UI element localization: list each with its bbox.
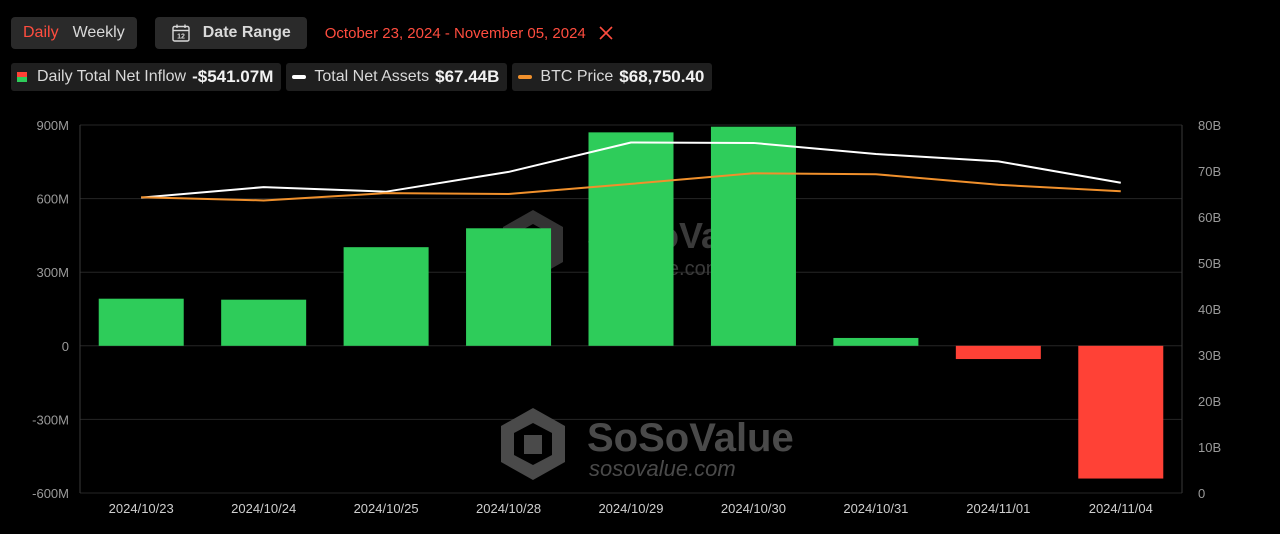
legend-btc-value: $68,750.40: [619, 67, 705, 86]
watermark-brand-2: SoSoValue: [587, 416, 794, 460]
x-tick-label: 2024/10/31: [843, 501, 908, 516]
y-right-tick-label: 60B: [1198, 210, 1221, 225]
inflow-bar: [343, 247, 429, 346]
x-tick-label: 2024/10/30: [721, 501, 786, 516]
toolbar: Daily Weekly 12 Date Range October 23, 2…: [11, 17, 614, 49]
y-right-tick-label: 0: [1198, 486, 1205, 501]
period-toggle: Daily Weekly: [11, 17, 137, 49]
inflow-bar: [1078, 345, 1164, 479]
y-left-tick-label: 300M: [36, 265, 69, 280]
clear-range-button[interactable]: [598, 25, 614, 41]
y-left-tick-label: -600M: [32, 486, 69, 501]
y-axis-right: 80B 70B 60B 50B 40B 30B 20B 10B 0: [1198, 118, 1221, 501]
x-tick-label: 2024/10/23: [109, 501, 174, 516]
legend-item-inflow[interactable]: Daily Total Net Inflow -$541.07M: [11, 63, 282, 91]
x-tick-label: 2024/10/24: [231, 501, 296, 516]
legend-btc-label: BTC Price: [540, 68, 614, 85]
inflow-bar: [98, 298, 184, 346]
x-tick-label: 2024/10/25: [354, 501, 419, 516]
y-right-tick-label: 20B: [1198, 394, 1221, 409]
inflow-bar: [588, 132, 674, 346]
x-tick-label: 2024/11/04: [1089, 501, 1153, 516]
selected-range: October 23, 2024 - November 05, 2024: [324, 24, 586, 42]
y-left-tick-label: 600M: [36, 192, 69, 207]
watermark-bottom: SoSoValue sosovalue.com: [501, 408, 794, 481]
x-tick-label: 2024/10/29: [598, 501, 663, 516]
close-icon: [599, 26, 613, 40]
legend-assets-value: $67.44B: [435, 67, 500, 86]
y-axis-left: 900M 600M 300M 0 -300M -600M: [32, 118, 69, 501]
assets-swatch: [292, 75, 307, 79]
btc-price-line: [141, 172, 1121, 202]
legend-assets-label: Total Net Assets: [314, 68, 430, 85]
watermark-logo-icon-2: [501, 408, 565, 480]
y-right-tick-label: 10B: [1198, 440, 1221, 455]
inflow-bar: [221, 299, 307, 346]
date-range-label: Date Range: [202, 24, 291, 41]
inflow-bar: [466, 228, 552, 346]
lines: [141, 141, 1121, 202]
y-right-tick-label: 70B: [1198, 164, 1221, 179]
legend-inflow-value: -$541.07M: [192, 67, 274, 86]
date-range-button[interactable]: 12 Date Range: [154, 17, 307, 49]
inflow-bar: [955, 345, 1041, 360]
inflow-bar: [710, 126, 796, 346]
calendar-day: 12: [177, 34, 185, 41]
y-right-tick-label: 40B: [1198, 302, 1221, 317]
y-right-tick-label: 30B: [1198, 348, 1221, 363]
y-right-tick-label: 80B: [1198, 118, 1221, 133]
calendar-icon: 12: [172, 24, 190, 42]
watermark-url-2: sosovalue.com: [589, 456, 736, 481]
bars: [98, 126, 1164, 479]
legend-inflow-label: Daily Total Net Inflow: [37, 68, 187, 85]
y-left-tick-label: 0: [62, 339, 69, 354]
tab-weekly[interactable]: Weekly: [72, 24, 125, 41]
total-net-assets-line: [141, 141, 1121, 199]
tab-daily[interactable]: Daily: [23, 24, 59, 41]
btc-swatch: [518, 75, 533, 79]
inflow-swatch: [17, 72, 27, 82]
y-right-tick-label: 50B: [1198, 256, 1221, 271]
inflow-bar: [833, 337, 919, 346]
y-left-tick-label: 900M: [36, 118, 69, 133]
x-tick-label: 2024/11/01: [966, 501, 1030, 516]
legend-item-assets[interactable]: Total Net Assets $67.44B: [286, 63, 508, 91]
x-tick-label: 2024/10/28: [476, 501, 541, 516]
legend-item-btc[interactable]: BTC Price $68,750.40: [512, 63, 713, 91]
y-left-tick-label: -300M: [32, 412, 69, 427]
legend: Daily Total Net Inflow -$541.07M Total N…: [11, 63, 717, 91]
x-axis: 2024/10/23 2024/10/24 2024/10/25 2024/10/28…: [109, 501, 1153, 516]
